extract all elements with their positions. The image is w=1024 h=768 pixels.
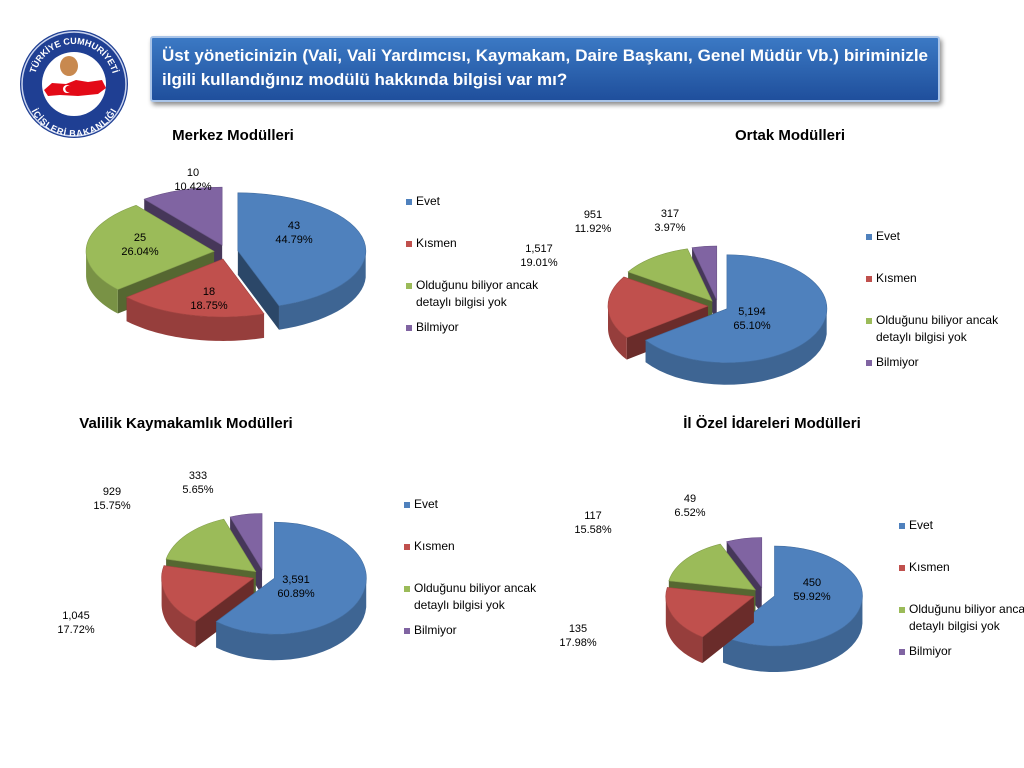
legend-swatch: [404, 544, 410, 550]
data-label-2: 1,517 19.01%: [520, 243, 558, 269]
pie-chart-4: İl Özel İdareleri Modülleri 450 59.92% 135 1…: [559, 415, 1024, 672]
data-label-3: 117 15.58%: [574, 510, 612, 536]
data-label-3: 25 26.04%: [121, 232, 159, 258]
chart-legend: Evet Kısmen Olduğunu biliyor ancak detaylı …: [406, 194, 539, 334]
legend-item-1: Evet: [866, 229, 901, 243]
data-label-2: 135 17.98%: [559, 623, 597, 649]
legend-item-4: Bilmiyor: [406, 320, 459, 334]
legend-item-2: Kısmen: [406, 236, 457, 250]
pie-slice-1: [645, 254, 828, 385]
chart-legend: Evet Kısmen Olduğunu biliyor ancak detaylı …: [899, 518, 1024, 658]
question-title-box: Üst yöneticinizin (Vali, Vali Yardımcısı…: [150, 36, 940, 102]
legend-swatch: [899, 649, 905, 655]
data-label-3: 929 15.75%: [93, 486, 131, 512]
chart-title: İl Özel İdareleri Modülleri: [683, 415, 861, 432]
legend-label: Olduğunu biliyor ancak detaylı bilgisi yo…: [876, 313, 999, 344]
legend-label: Kısmen: [414, 539, 455, 553]
legend-item-1: Evet: [406, 194, 441, 208]
legend-label: Kısmen: [909, 560, 950, 574]
chart-title: Valilik Kaymakamlık Modülleri: [79, 415, 292, 432]
legend-swatch: [406, 283, 412, 289]
chart-title: Ortak Modülleri: [735, 127, 845, 144]
data-label-2: 18 18.75%: [190, 286, 228, 312]
legend-swatch: [404, 586, 410, 592]
pie-slice-1: [722, 545, 863, 672]
data-label-2: 1,045 17.72%: [57, 610, 95, 636]
legend-label: Olduğunu biliyor ancak detaylı bilgisi yo…: [909, 602, 1024, 633]
data-label-4: 333 5.65%: [182, 470, 213, 496]
legend-item-2: Kısmen: [866, 271, 917, 285]
legend-label: Kısmen: [416, 236, 457, 250]
legend-label: Bilmiyor: [414, 623, 457, 637]
ministry-logo: TÜRKİYE CUMHURİYETİ İÇİŞLERİ BAKANLIĞI: [20, 30, 128, 139]
pie-slice-2: [161, 565, 255, 648]
data-label-4: 49 6.52%: [674, 493, 705, 519]
legend-item-4: Bilmiyor: [866, 355, 919, 369]
pie-chart-2: Ortak Modülleri 5,194 65.10% 1,517 19.01% 951…: [520, 127, 999, 385]
legend-item-3: Olduğunu biliyor ancak detaylı bilgisi yo…: [404, 581, 537, 612]
legend-label: Evet: [414, 497, 439, 511]
legend-item-4: Bilmiyor: [899, 644, 952, 658]
legend-label: Olduğunu biliyor ancak detaylı bilgisi yo…: [416, 278, 539, 309]
legend-label: Bilmiyor: [876, 355, 919, 369]
legend-swatch: [866, 276, 872, 282]
chart-legend: Evet Kısmen Olduğunu biliyor ancak detaylı …: [866, 229, 999, 369]
legend-label: Evet: [909, 518, 934, 532]
legend-label: Kısmen: [876, 271, 917, 285]
data-label-3: 951 11.92%: [575, 209, 612, 235]
legend-label: Olduğunu biliyor ancak detaylı bilgisi yo…: [414, 581, 537, 612]
legend-swatch: [866, 234, 872, 240]
data-label-4: 317 3.97%: [654, 208, 685, 234]
pie-slice-1: [215, 521, 367, 661]
pie-slice-2: [125, 258, 265, 341]
pie-chart-3: Valilik Kaymakamlık Modülleri 3,591 60.89%…: [57, 415, 537, 661]
legend-item-3: Olduğunu biliyor ancak detaylı bilgisi yo…: [899, 602, 1024, 633]
legend-swatch: [866, 360, 872, 366]
legend-label: Bilmiyor: [909, 644, 952, 658]
legend-item-1: Evet: [404, 497, 439, 511]
pie-slice-2: [665, 587, 755, 664]
legend-item-2: Kısmen: [404, 539, 455, 553]
legend-swatch: [899, 523, 905, 529]
chart-legend: Evet Kısmen Olduğunu biliyor ancak detaylı …: [404, 497, 537, 637]
legend-swatch: [406, 199, 412, 205]
legend-label: Evet: [876, 229, 901, 243]
pie-slice-1: [237, 192, 367, 330]
legend-label: Evet: [416, 194, 441, 208]
data-label-1: 43 44.79%: [275, 220, 313, 246]
legend-item-4: Bilmiyor: [404, 623, 457, 637]
legend-label: Bilmiyor: [416, 320, 459, 334]
chart-title: Merkez Modülleri: [172, 127, 294, 144]
legend-item-3: Olduğunu biliyor ancak detaylı bilgisi yo…: [406, 278, 539, 309]
legend-swatch: [899, 565, 905, 571]
question-title: Üst yöneticinizin (Vali, Vali Yardımcısı…: [162, 46, 928, 89]
legend-swatch: [406, 241, 412, 247]
legend-item-3: Olduğunu biliyor ancak detaylı bilgisi yo…: [866, 313, 999, 344]
legend-item-1: Evet: [899, 518, 934, 532]
legend-swatch: [866, 318, 872, 324]
data-label-1: 3,591 60.89%: [277, 574, 315, 600]
pie-chart-1: Merkez Modülleri 43 44.79% 18 18.75% 25 26.04%…: [85, 127, 539, 341]
legend-swatch: [404, 502, 410, 508]
legend-swatch: [899, 607, 905, 613]
legend-swatch: [406, 325, 412, 331]
data-label-1: 5,194 65.10%: [733, 306, 771, 332]
data-label-4: 10 10.42%: [174, 167, 212, 193]
legend-item-2: Kısmen: [899, 560, 950, 574]
data-label-1: 450 59.92%: [793, 577, 831, 603]
legend-swatch: [404, 628, 410, 634]
